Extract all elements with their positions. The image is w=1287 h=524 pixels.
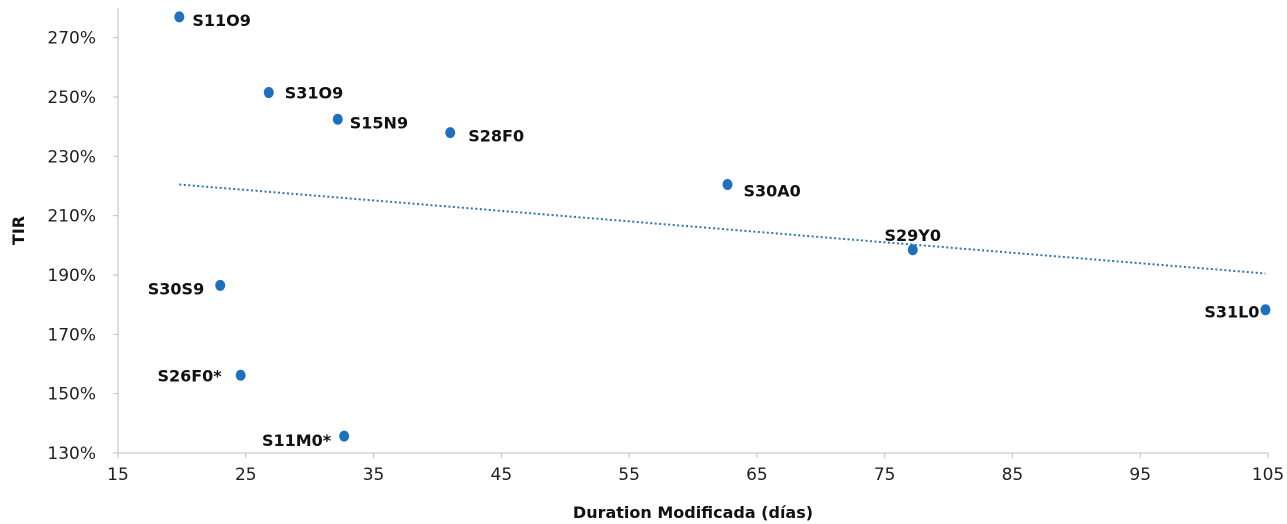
y-tick-label: 230% <box>47 147 96 167</box>
axes: 15 25 35 45 55 65 75 85 95 105 130% 150% 170% 190% 210… <box>47 8 1284 485</box>
trendline-group <box>179 183 1266 275</box>
labels-group: S11O9 S31O9 S15N9 S28F0 S30A0 S29Y0 S30S9 S31L0… <box>148 11 1260 450</box>
x-tick-label: 65 <box>746 465 768 485</box>
y-tick-label: 170% <box>47 325 96 345</box>
data-point-label: S15N9 <box>350 113 408 132</box>
data-point <box>174 11 185 23</box>
y-axis-title: TIR <box>9 216 28 245</box>
x-tick-label: 35 <box>363 465 385 485</box>
y-tick-label: 270% <box>47 29 96 49</box>
y-tick-label: 130% <box>47 444 96 464</box>
data-point-label: S11O9 <box>192 11 251 30</box>
x-tick-label: 75 <box>874 465 896 485</box>
x-tick-label: 95 <box>1129 465 1151 485</box>
data-point <box>907 244 918 256</box>
x-tick-label: 25 <box>235 465 257 485</box>
data-point-label: S29Y0 <box>885 226 942 245</box>
trendline <box>179 183 1266 275</box>
y-tick-label: 210% <box>47 207 96 227</box>
data-point-label: S28F0 <box>468 127 524 146</box>
x-tick-label: 45 <box>491 465 513 485</box>
data-point <box>1260 304 1271 316</box>
x-axis-title: Duration Modificada (días) <box>573 503 813 522</box>
x-tick-label: 85 <box>1002 465 1024 485</box>
data-point <box>235 369 246 381</box>
data-point-label: S31O9 <box>285 84 344 103</box>
data-point-label: S11M0* <box>262 431 332 450</box>
x-tick-label: 105 <box>1252 465 1284 485</box>
data-point-label: S26F0* <box>157 366 222 385</box>
y-tick-label: 250% <box>47 88 96 108</box>
data-point <box>263 87 274 99</box>
points-group <box>174 11 1271 442</box>
data-point-label: S31L0 <box>1204 303 1259 322</box>
data-point <box>332 113 343 125</box>
y-tick-label: 150% <box>47 385 96 405</box>
x-tick-label: 55 <box>618 465 640 485</box>
data-point-label: S30S9 <box>148 279 204 298</box>
data-point-label: S30A0 <box>744 182 801 201</box>
data-point <box>445 127 456 139</box>
data-point <box>339 430 350 442</box>
data-point <box>215 279 226 291</box>
x-tick-label: 15 <box>107 465 129 485</box>
data-point <box>722 179 733 191</box>
y-tick-label: 190% <box>47 266 96 286</box>
